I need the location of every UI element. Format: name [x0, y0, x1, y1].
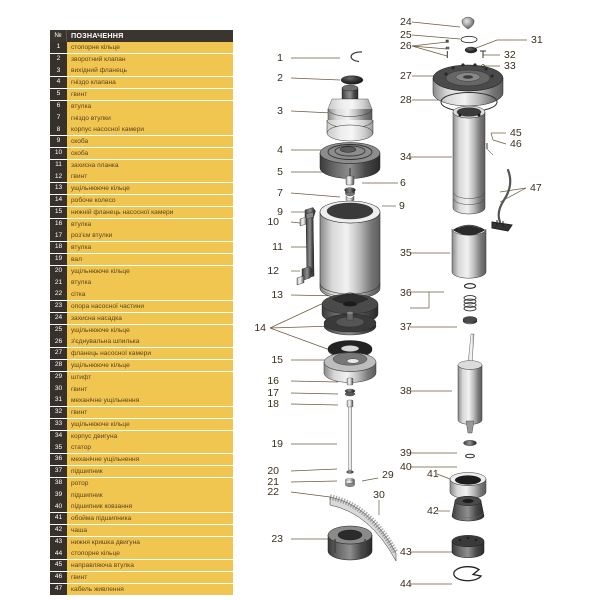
- svg-text:3: 3: [277, 105, 283, 117]
- svg-text:35: 35: [400, 247, 412, 259]
- svg-text:15: 15: [271, 354, 283, 366]
- svg-text:29: 29: [382, 469, 394, 481]
- svg-text:36: 36: [400, 287, 412, 299]
- svg-text:33: 33: [504, 60, 516, 72]
- svg-text:22: 22: [267, 486, 279, 498]
- svg-text:38: 38: [400, 385, 412, 397]
- svg-text:4: 4: [277, 144, 283, 156]
- svg-text:27: 27: [400, 70, 412, 82]
- svg-text:19: 19: [271, 438, 283, 450]
- svg-text:26: 26: [400, 40, 412, 52]
- svg-text:9: 9: [399, 200, 405, 212]
- svg-text:47: 47: [530, 182, 542, 194]
- svg-text:31: 31: [531, 34, 543, 46]
- svg-text:41: 41: [427, 468, 439, 480]
- svg-text:40: 40: [400, 461, 412, 473]
- svg-text:30: 30: [373, 489, 385, 501]
- svg-text:14: 14: [254, 322, 266, 334]
- svg-text:11: 11: [272, 241, 283, 253]
- svg-text:37: 37: [400, 321, 412, 333]
- svg-text:16: 16: [267, 375, 279, 387]
- svg-text:28: 28: [400, 94, 412, 106]
- svg-text:23: 23: [271, 533, 283, 545]
- svg-text:24: 24: [400, 16, 412, 28]
- svg-text:39: 39: [400, 447, 412, 459]
- svg-text:1: 1: [277, 52, 283, 64]
- svg-text:5: 5: [277, 166, 283, 178]
- svg-text:12: 12: [267, 265, 279, 277]
- svg-text:18: 18: [267, 398, 279, 410]
- svg-text:2: 2: [277, 72, 283, 84]
- svg-text:44: 44: [400, 578, 412, 590]
- svg-text:42: 42: [427, 505, 439, 517]
- svg-text:46: 46: [510, 138, 522, 150]
- svg-text:34: 34: [400, 151, 412, 163]
- svg-text:6: 6: [400, 177, 406, 189]
- svg-text:43: 43: [400, 546, 412, 558]
- svg-text:13: 13: [271, 289, 283, 301]
- svg-text:7: 7: [277, 187, 283, 199]
- svg-text:10: 10: [267, 216, 279, 228]
